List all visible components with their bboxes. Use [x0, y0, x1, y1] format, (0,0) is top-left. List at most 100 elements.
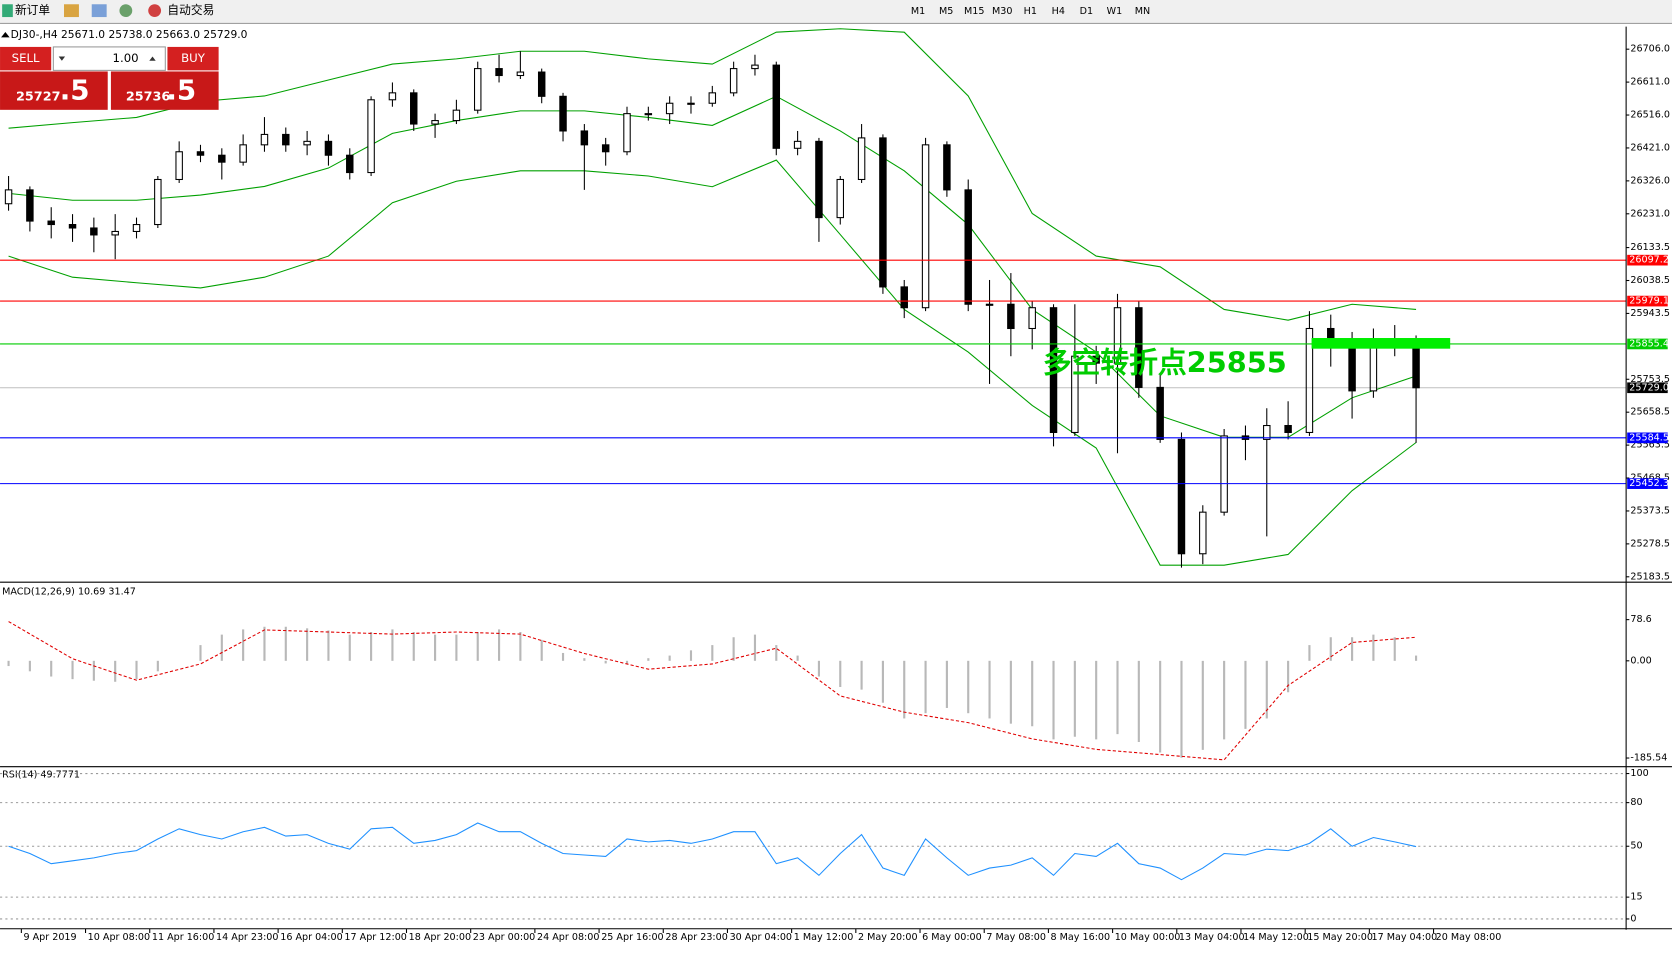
y-tick-label: -185.54 [1630, 753, 1667, 764]
timeframe-button[interactable]: M30 [992, 6, 1012, 17]
toolbar-icon[interactable] [119, 4, 133, 18]
level-label-box [1627, 432, 1668, 444]
level-label: 25452.3 [1629, 478, 1669, 489]
buy-pips[interactable]: .5 [166, 74, 196, 107]
new-order-button[interactable]: 新订单 [15, 3, 50, 17]
y-tick-label: 25183.5 [1630, 571, 1670, 582]
timeframe-button[interactable]: D1 [1080, 6, 1093, 17]
buy-price-box[interactable] [110, 71, 219, 110]
y-tick-label: 26516.0 [1630, 110, 1670, 121]
y-tick-label: 25468.5 [1630, 473, 1670, 484]
toolbar-icon[interactable] [64, 4, 79, 18]
candle-body [1113, 307, 1122, 364]
candle-body [900, 286, 908, 309]
candle-body [26, 189, 34, 222]
level-label: 25584.5 [1629, 432, 1669, 443]
x-tick-label: 25 Apr 16:00 [601, 932, 663, 943]
auto-trading-button[interactable]: 自动交易 [167, 3, 214, 17]
y-tick-label: 15 [1630, 892, 1642, 903]
buy-label[interactable]: BUY [181, 51, 206, 65]
sell-price[interactable]: 25727 [16, 90, 60, 105]
candle-body [793, 140, 802, 149]
candle-body [68, 224, 77, 229]
new-order-icon[interactable] [2, 4, 13, 18]
candle-body [282, 133, 290, 146]
candle-body [367, 99, 375, 174]
candle-body [1028, 307, 1036, 330]
candle-body [239, 144, 247, 163]
level-label-box [1627, 254, 1668, 266]
y-tick-label: 26611.0 [1630, 77, 1670, 88]
candle-body [111, 230, 119, 236]
candle-body [175, 151, 183, 181]
x-tick-label: 10 May 00:00 [1115, 932, 1181, 943]
level-label: 25855.4 [1629, 338, 1669, 349]
candle-body [729, 68, 738, 94]
timeframe-button[interactable]: W1 [1107, 6, 1123, 17]
y-tick-label: 100 [1630, 768, 1648, 779]
x-tick-label: 30 Apr 04:00 [730, 932, 792, 943]
candle-body [132, 224, 141, 232]
y-tick-label: 25753.5 [1630, 374, 1670, 385]
candle-body [857, 137, 866, 181]
candle-body [708, 92, 717, 104]
y-tick-label: 26231.0 [1630, 208, 1670, 219]
candle-body [921, 144, 930, 309]
candle-body [1263, 424, 1271, 440]
candle-body [346, 154, 354, 174]
buy-price[interactable]: 25736 [126, 90, 171, 105]
timeframe-button[interactable]: MN [1135, 6, 1150, 17]
y-tick-label: 80 [1630, 797, 1642, 808]
candle-body [815, 140, 823, 219]
x-tick-label: 7 May 08:00 [986, 932, 1046, 943]
plot: 26706.0 26611.0 26516.0 26421.0 26326.0 26231… [0, 26, 1672, 943]
candle-body [580, 130, 589, 146]
candle-body [943, 144, 951, 191]
x-tick-label: 24 Apr 08:00 [537, 932, 599, 943]
candle-body [410, 92, 418, 125]
buy-button[interactable] [167, 46, 219, 71]
x-tick-label: 2 May 20:00 [858, 932, 918, 943]
x-tick-label: 9 Apr 2019 [23, 932, 76, 943]
sell-price-box[interactable] [0, 71, 108, 110]
lots-value[interactable]: 1.00 [113, 51, 139, 65]
candle-body [324, 140, 333, 156]
candle-body [1071, 355, 1079, 433]
level-label: 25979.1 [1629, 296, 1669, 307]
candle-body [196, 151, 205, 156]
level-label-box [1627, 382, 1668, 394]
sell-label[interactable]: SELL [12, 51, 40, 65]
toolbar-icon[interactable] [91, 4, 107, 18]
chart-header: DJ30-,H4 25671.0 25738.0 25663.0 25729.0 [11, 28, 248, 41]
candle-body [1092, 355, 1100, 364]
candle-body [836, 178, 844, 219]
timeframe-button[interactable]: M15 [964, 6, 984, 17]
level-label: 26097.2 [1629, 255, 1669, 266]
y-tick-label: 50 [1630, 841, 1642, 852]
timeframe-button[interactable]: H4 [1052, 6, 1065, 17]
candle-body [1199, 511, 1207, 555]
x-tick-label: 23 Apr 00:00 [473, 932, 535, 943]
y-tick-label: 26133.5 [1630, 242, 1670, 253]
candle-body [1305, 327, 1314, 433]
x-tick-label: 17 May 04:00 [1371, 932, 1437, 943]
y-tick-label: 26038.5 [1630, 275, 1670, 286]
level-label-box [1627, 295, 1668, 307]
y-tick-label: 25943.5 [1630, 308, 1670, 319]
level-label: 25729.0 [1629, 382, 1669, 393]
candle-body [879, 137, 887, 288]
auto-trading-icon[interactable] [148, 4, 162, 18]
lots-input[interactable] [52, 46, 166, 71]
candle-body [260, 133, 269, 146]
timeframe-button[interactable]: H1 [1024, 6, 1037, 17]
sell-pips[interactable]: .5 [60, 74, 90, 107]
pane-title: MACD(12,26,9) 10.69 31.47 [2, 586, 136, 597]
timeframe-buttons: M1 M5 M15 M30 H1 H4 D1 W1 MN [911, 6, 1150, 17]
x-tick-label: 20 May 08:00 [1436, 932, 1502, 943]
timeframe-button[interactable]: M5 [939, 6, 953, 17]
timeframe-button[interactable]: M1 [911, 6, 925, 17]
sell-button[interactable] [0, 46, 52, 71]
candle-body [1220, 435, 1228, 513]
candle-body [516, 71, 525, 77]
